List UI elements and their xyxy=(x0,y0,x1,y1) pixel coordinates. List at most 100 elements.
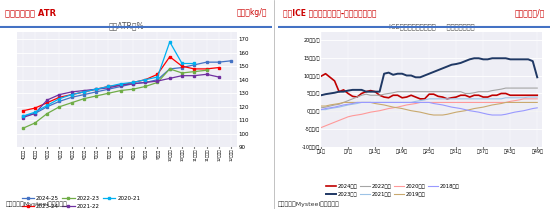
2024年度 xyxy=(394,94,401,97)
2021年度 xyxy=(534,96,541,98)
2020年度 xyxy=(530,98,536,100)
2023年度 xyxy=(462,60,469,62)
Line: 2023年度: 2023年度 xyxy=(321,58,537,95)
2022年度 xyxy=(318,107,324,109)
2020年度 xyxy=(363,112,370,115)
2019年度 xyxy=(408,110,415,112)
2023年度 xyxy=(516,58,522,61)
2019年度 xyxy=(448,112,455,115)
2018年度 xyxy=(358,101,365,104)
2019年度 xyxy=(512,101,518,104)
2022年度 xyxy=(512,87,518,89)
2023年度 xyxy=(327,92,333,95)
2023年度 xyxy=(372,90,378,93)
2020年度 xyxy=(403,104,410,106)
2023年度 xyxy=(421,74,428,77)
2019年度 xyxy=(386,105,392,107)
2023-24 xyxy=(105,85,112,88)
2022年度 xyxy=(520,87,527,89)
2020年度 xyxy=(498,101,504,104)
2020年度 xyxy=(466,101,473,104)
2018年度 xyxy=(349,102,356,105)
2024年度 xyxy=(498,92,504,95)
2019年度 xyxy=(462,110,469,112)
2023-24 xyxy=(44,101,51,104)
2022年度 xyxy=(421,90,428,93)
2018年度 xyxy=(412,101,419,104)
2024年度 xyxy=(493,94,500,97)
2024年度 xyxy=(444,98,450,100)
2018年度 xyxy=(453,107,459,109)
2022年度 xyxy=(403,90,410,93)
2020-21 xyxy=(56,97,63,100)
2024年度 xyxy=(516,94,522,97)
2024-25 xyxy=(19,115,26,117)
2021年度 xyxy=(327,107,333,110)
2024-25 xyxy=(56,100,63,103)
2018年度 xyxy=(340,104,347,106)
2024年度 xyxy=(458,94,464,97)
2018年度 xyxy=(403,101,410,104)
2024-25 xyxy=(191,64,197,66)
2023年度 xyxy=(466,58,473,61)
2023年度 xyxy=(386,71,392,74)
2021年度 xyxy=(358,101,365,104)
2023-24 xyxy=(167,55,173,58)
2023年度 xyxy=(331,92,338,94)
2018年度 xyxy=(498,114,504,116)
2023年度 xyxy=(458,62,464,64)
2022年度 xyxy=(394,90,401,93)
2021年度 xyxy=(435,98,442,100)
2020年度 xyxy=(448,101,455,104)
2019年度 xyxy=(363,101,370,104)
2021-22 xyxy=(105,87,112,89)
2021年度 xyxy=(462,98,469,100)
2020-21 xyxy=(167,41,173,43)
2021年度 xyxy=(408,101,415,104)
2019年度 xyxy=(421,112,428,115)
2020年度 xyxy=(516,99,522,101)
2020年度 xyxy=(462,101,469,104)
2020年度 xyxy=(331,121,338,124)
2022-23 xyxy=(68,101,75,104)
2022年度 xyxy=(399,90,405,93)
2022-23 xyxy=(142,85,148,88)
2018年度 xyxy=(430,102,437,105)
2021年度 xyxy=(403,101,410,104)
2021-22 xyxy=(154,80,161,82)
2022年度 xyxy=(439,90,446,93)
2018年度 xyxy=(327,107,333,109)
2018年度 xyxy=(493,114,500,116)
2021-22 xyxy=(167,77,173,80)
2019年度 xyxy=(435,114,442,116)
2018年度 xyxy=(331,106,338,108)
2024-25 xyxy=(117,85,124,88)
Text: 资料来源：Mysteel，长安期货: 资料来源：Mysteel，长安期货 xyxy=(278,201,340,207)
2018年度 xyxy=(485,113,491,116)
2019年度 xyxy=(516,101,522,104)
2022年度 xyxy=(358,94,365,97)
2021年度 xyxy=(530,96,536,98)
2021-22 xyxy=(204,73,210,76)
2020-21 xyxy=(81,91,87,93)
Line: 2021年度: 2021年度 xyxy=(321,97,537,110)
2024-25 xyxy=(31,112,38,115)
2019年度 xyxy=(394,107,401,109)
2023年度 xyxy=(354,89,360,91)
2024年度 xyxy=(485,96,491,98)
2022年度 xyxy=(480,90,487,93)
2024年度 xyxy=(435,95,442,98)
2021年度 xyxy=(376,101,383,104)
2023年度 xyxy=(376,90,383,93)
2018年度 xyxy=(525,108,531,111)
2023年度 xyxy=(444,65,450,68)
2023-24 xyxy=(142,78,148,81)
2024-25 xyxy=(154,78,161,81)
2022年度 xyxy=(525,87,531,89)
2022年度 xyxy=(493,89,500,91)
2023年度 xyxy=(448,64,455,66)
2021年度 xyxy=(444,98,450,100)
2023年度 xyxy=(439,67,446,70)
2021-22 xyxy=(81,89,87,92)
2023年度 xyxy=(340,90,347,93)
